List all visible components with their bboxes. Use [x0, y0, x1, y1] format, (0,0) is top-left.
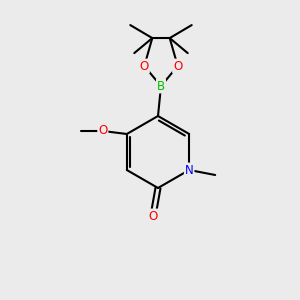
Text: O: O — [173, 60, 182, 73]
Text: N: N — [185, 164, 194, 176]
Text: O: O — [98, 124, 107, 137]
Text: B: B — [157, 80, 165, 92]
Text: O: O — [148, 209, 158, 223]
Text: O: O — [140, 60, 149, 73]
